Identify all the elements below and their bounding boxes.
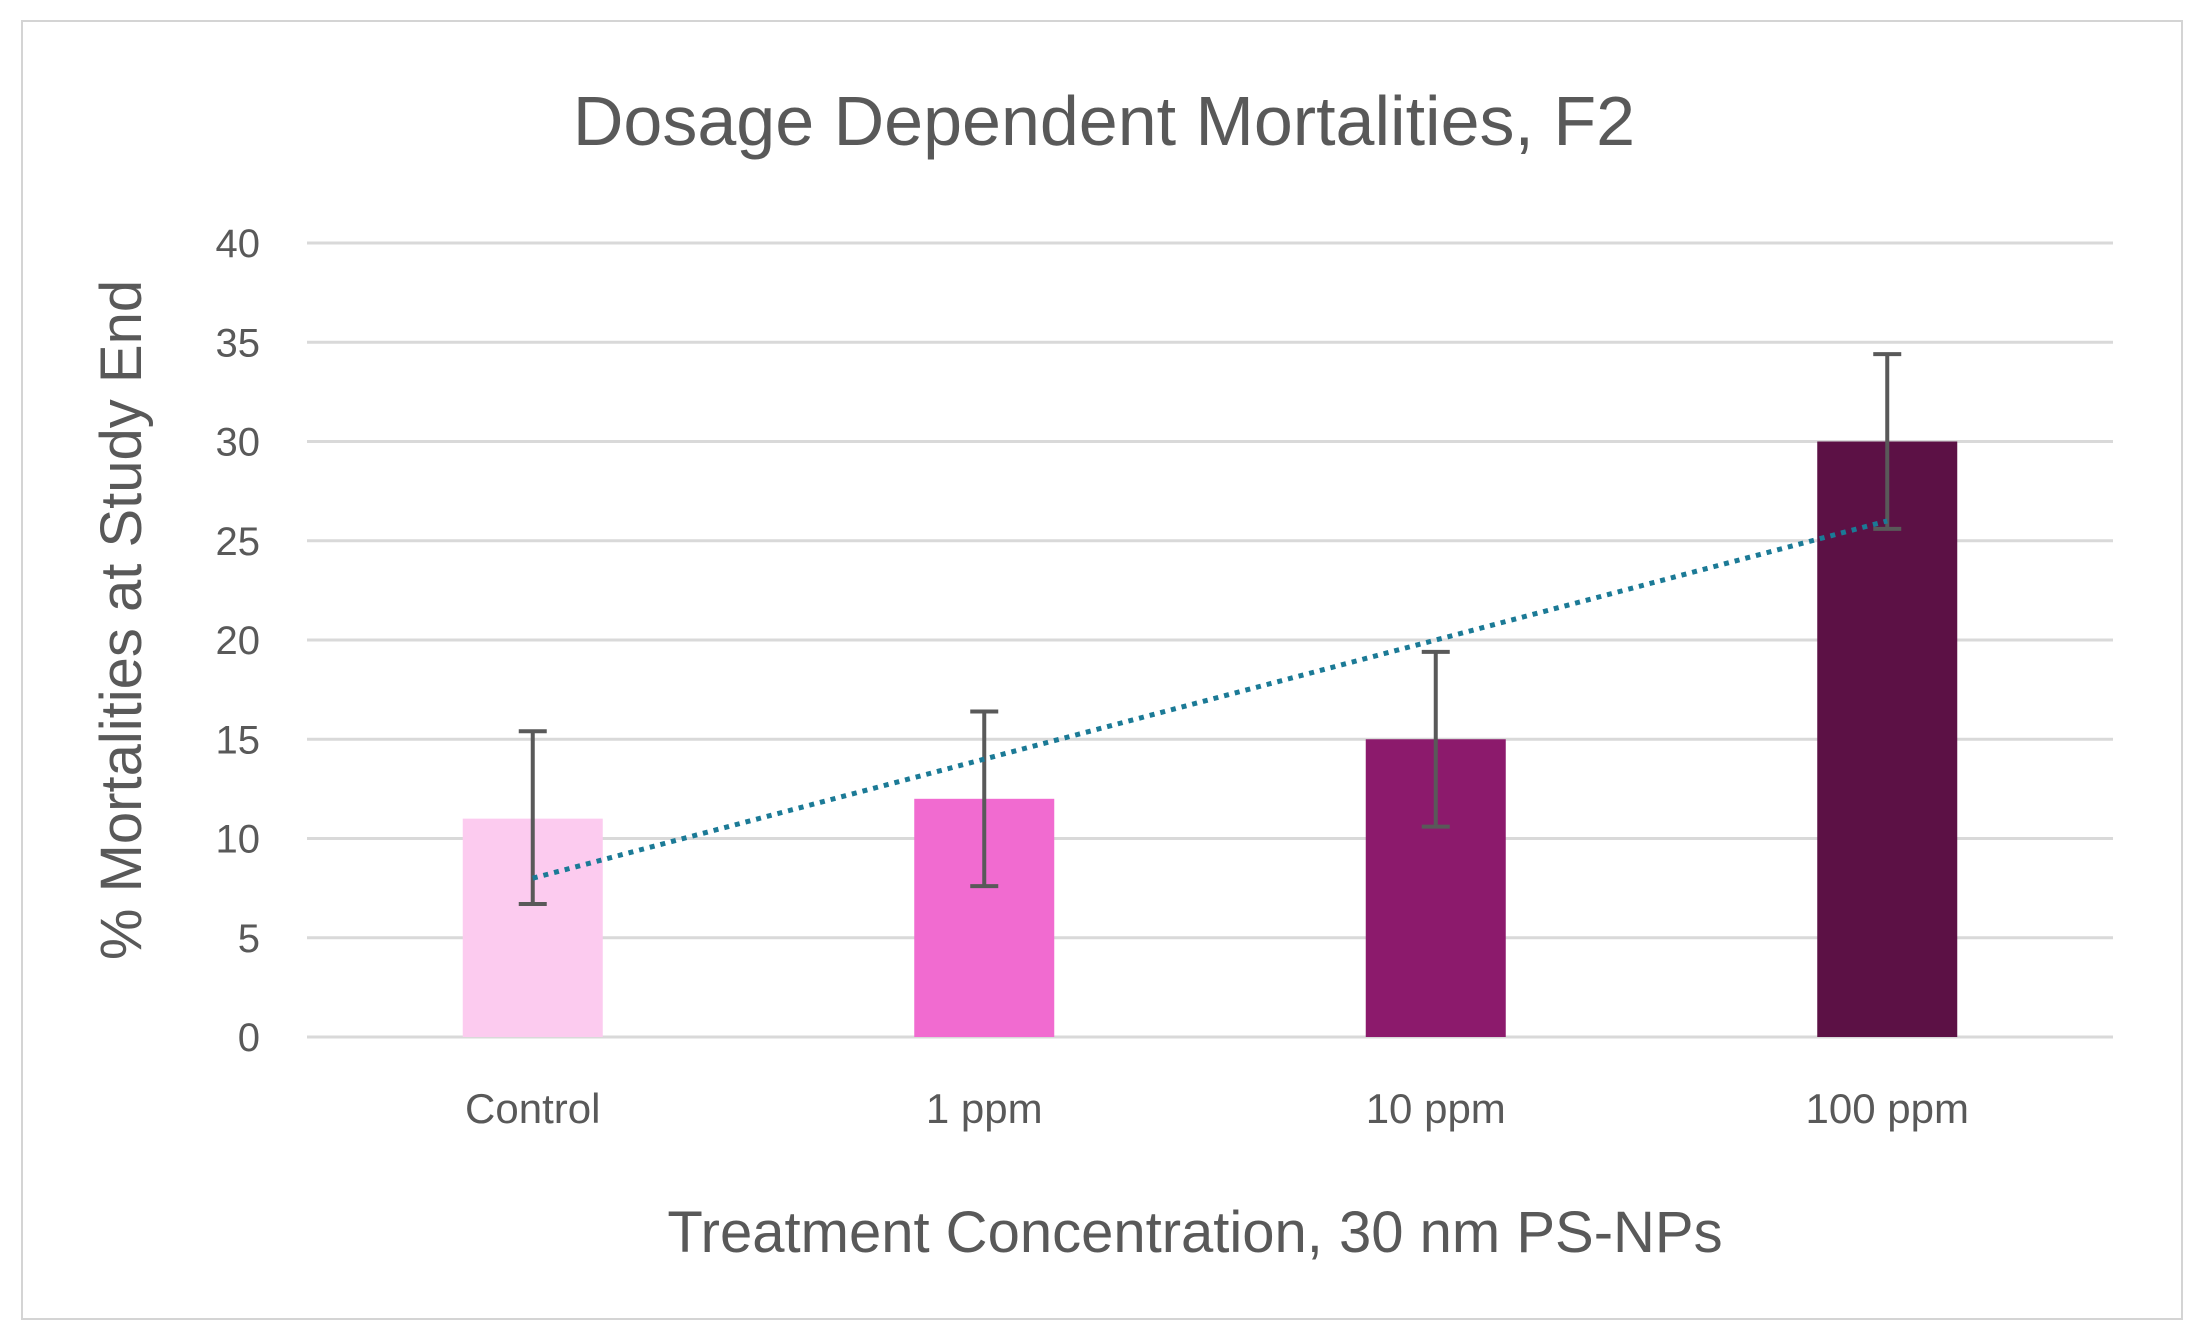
error-bar-1 <box>970 709 999 889</box>
error-bars <box>518 352 1902 907</box>
bar-3 <box>1817 441 1958 1037</box>
y-tick-label: 15 <box>216 718 261 762</box>
x-tick-label: 1 ppm <box>926 1085 1043 1132</box>
y-tick-label: 5 <box>238 917 260 961</box>
y-tick-label: 40 <box>216 222 261 266</box>
x-tick-label: 10 ppm <box>1366 1085 1506 1132</box>
chart-title: Dosage Dependent Mortalities, F2 <box>573 82 1635 160</box>
x-axis-title: Treatment Concentration, 30 nm PS-NPs <box>667 1200 1722 1265</box>
trendline-line <box>532 518 1888 881</box>
y-tick-label: 30 <box>216 421 261 465</box>
y-tick-label: 20 <box>216 619 261 663</box>
y-tick-label: 35 <box>216 321 261 365</box>
error-bar-2 <box>1421 649 1450 829</box>
x-tick-label: Control <box>465 1085 600 1132</box>
y-axis-ticks: 0 5 10 15 20 25 30 35 40 <box>216 222 261 1060</box>
y-axis-title: % Mortalities at Study End <box>89 280 154 960</box>
trendline <box>532 518 1888 881</box>
error-bar-0 <box>518 729 547 907</box>
x-axis-ticks: Control 1 ppm 10 ppm 100 ppm <box>465 1085 1969 1132</box>
x-tick-label: 100 ppm <box>1806 1085 1969 1132</box>
y-tick-label: 10 <box>216 818 261 862</box>
y-tick-label: 25 <box>216 520 261 564</box>
error-bar-3 <box>1873 352 1902 531</box>
y-tick-label: 0 <box>238 1016 260 1060</box>
